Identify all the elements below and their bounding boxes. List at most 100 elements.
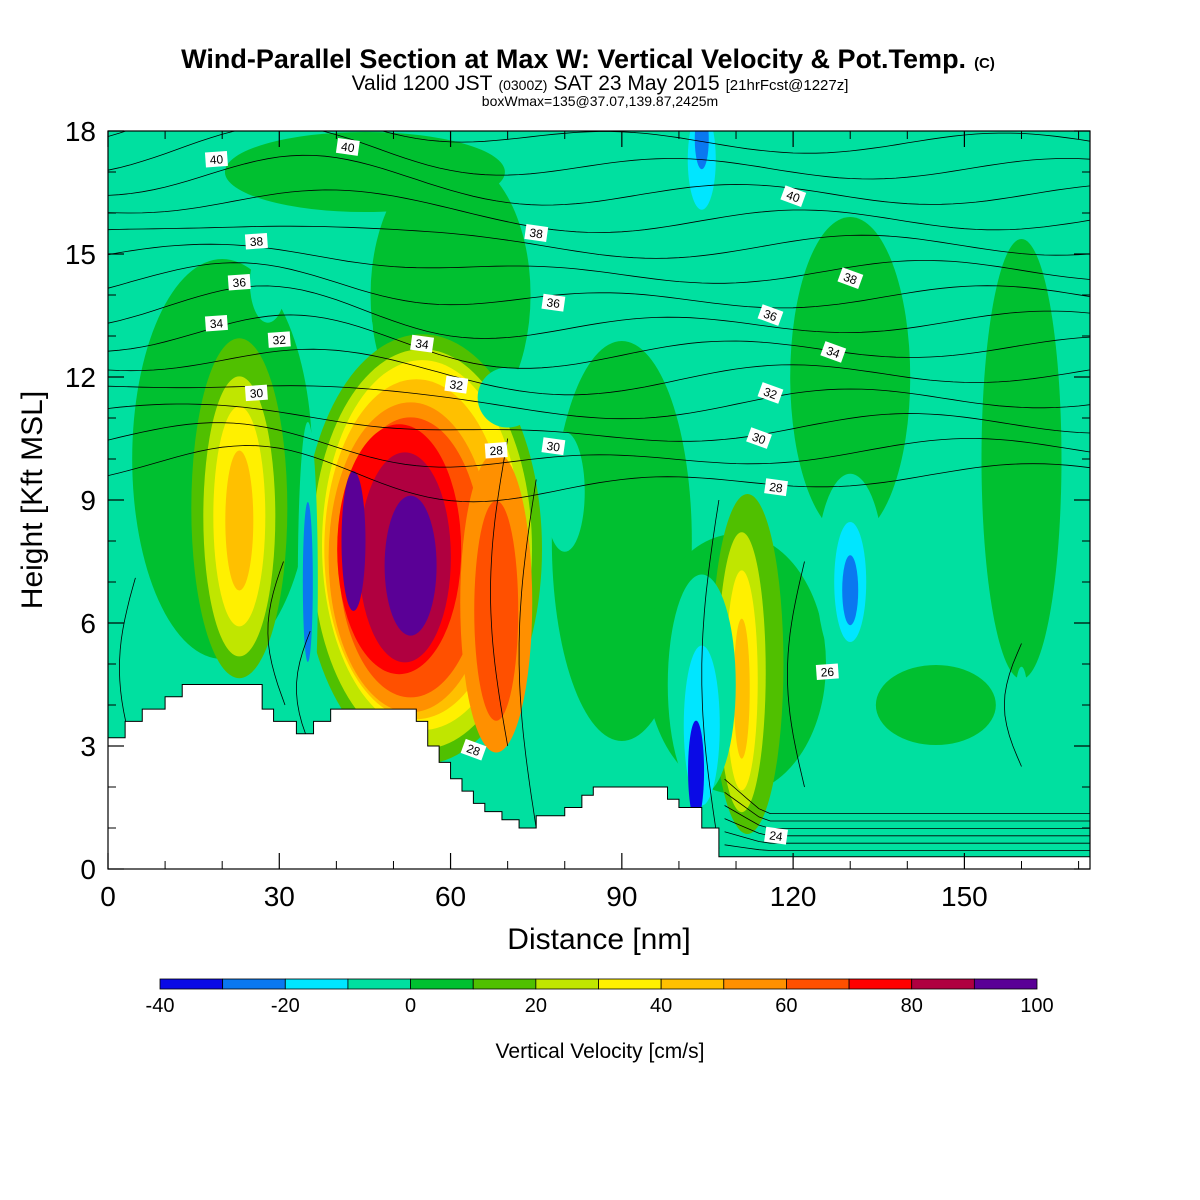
theta-contour-label-box (541, 437, 566, 456)
velocity-cell (688, 720, 705, 821)
theta-contour-label: 40 (780, 185, 807, 207)
y-tick-label: 18 (65, 116, 96, 147)
theta-contour-label-box (746, 427, 772, 449)
theta-contour-line (701, 499, 720, 849)
plot-area: 40 40 40 38 38 38 36 36 36 34 34 34 32 32 32 30 30 30 28 28… (108, 131, 1090, 869)
colorbar-swatch (284, 978, 349, 990)
theta-contour-label-text: 30 (750, 430, 768, 448)
velocity-field (132, 131, 1062, 834)
y-tick-label: 12 (65, 362, 96, 393)
colorbar-swatch (848, 978, 913, 990)
theta-contours (108, 131, 1090, 851)
theta-contour-label: 28 (764, 478, 788, 497)
colorbar: -40 -20 0 20 40 60 80 100 (146, 978, 1054, 1017)
theta-contour-label: 28 (460, 738, 487, 761)
colorbar-swatch (535, 978, 599, 990)
theta-contour-label-box (244, 384, 268, 402)
theta-contour-line (108, 285, 1090, 339)
theta-contour-label-box (820, 341, 847, 363)
valid-line: Valid 1200 JST (0300Z) SAT 23 May 2015 [21h… (352, 72, 849, 95)
velocity-cell (356, 313, 373, 342)
theta-contour-label: 28 (484, 442, 508, 459)
colorbar-swatch (973, 978, 1038, 990)
theta-contour-label-text: 32 (272, 333, 287, 348)
y-tick-label: 15 (65, 239, 96, 270)
colorbar-label: 0 (405, 995, 416, 1017)
theta-contour-label-box (757, 382, 784, 404)
velocity-cell (477, 367, 538, 428)
title-block: Wind-Parallel Section at Max W: Vertical… (181, 44, 995, 109)
theta-contour-label-text: 40 (340, 140, 355, 156)
theta-contour-label-text: 28 (489, 443, 504, 458)
theta-contour-label-box (780, 185, 807, 207)
theta-contour-label-box (541, 293, 566, 312)
theta-contour-line (108, 422, 1090, 468)
terrain (108, 684, 1090, 869)
theta-contour-label-box (815, 663, 839, 680)
theta-contour-label: 32 (267, 331, 291, 348)
x-tick-label: 0 (100, 881, 116, 912)
theta-contour-label-text: 38 (249, 234, 264, 249)
theta-contour-label-text: 38 (842, 270, 860, 288)
theta-contour-label-text: 32 (762, 385, 780, 403)
theta-contour-label-box (410, 334, 435, 353)
theta-contour-label: 34 (410, 334, 435, 353)
x-tick-label: 90 (606, 881, 637, 912)
x-tick-label: 120 (770, 881, 817, 912)
theta-contour-label-text: 24 (768, 828, 783, 844)
theta-contour-line (490, 438, 509, 747)
theta-contour-label: 34 (820, 341, 847, 363)
colorbar-swatch (222, 978, 286, 990)
theta-contour-label-box (227, 273, 251, 291)
theta-contour-label-text: 36 (232, 275, 247, 290)
theta-contour-label: 40 (204, 150, 228, 168)
colorbar-swatch (911, 978, 975, 990)
theta-contour-line (108, 189, 1090, 233)
x-tick-label: 30 (264, 881, 295, 912)
theta-contour-label-box (204, 150, 228, 168)
theta-contour-label-box (757, 304, 784, 326)
theta-contour-label-box (764, 478, 788, 497)
theta-contour-label-box (444, 375, 469, 394)
theta-contour-label-box (524, 224, 549, 242)
theta-contour-label-text: 28 (465, 741, 483, 759)
theta-contour-line (267, 561, 286, 706)
theta-contour-label-text: 40 (209, 152, 224, 167)
theta-contour-label: 36 (541, 293, 566, 312)
theta-contour-label: 30 (244, 384, 268, 402)
colorbar-label: 40 (650, 995, 672, 1017)
y-tick-label: 6 (80, 608, 96, 639)
theta-contour-label-box (460, 738, 487, 761)
colorbar-label: -40 (146, 995, 175, 1017)
x-tick-label: 150 (941, 881, 988, 912)
theta-contour-line (108, 154, 1090, 206)
theta-contour-line (108, 243, 1090, 284)
theta-contour-line (108, 314, 1090, 369)
theta-contour-label: 36 (757, 304, 784, 326)
colorbar-label: 60 (775, 995, 797, 1017)
y-tick-label: 9 (80, 485, 96, 516)
theta-contour-label: 32 (757, 382, 784, 404)
theta-contour-label: 30 (746, 427, 772, 449)
theta-contour-label: 38 (837, 267, 864, 289)
theta-contour-label-text: 36 (762, 307, 780, 325)
velocity-cell (544, 431, 585, 552)
theta-contour-line (108, 385, 1090, 420)
theta-contour-label: 24 (764, 826, 788, 845)
colorbar-swatch (159, 978, 224, 990)
theta-contour-label-text: 34 (414, 336, 429, 352)
velocity-cell (384, 495, 437, 636)
title: Wind-Parallel Section at Max W: Vertical… (181, 44, 995, 74)
colorbar-swatch (660, 978, 725, 990)
theta-contour-label-text: 36 (546, 295, 561, 311)
velocity-cell (302, 502, 313, 662)
theta-contour-line (518, 479, 537, 829)
theta-contour-label-text: 30 (249, 386, 264, 401)
velocity-cell (733, 618, 750, 759)
theta-contour-label: 30 (541, 437, 566, 456)
theta-contour-label-text: 26 (820, 665, 835, 680)
theta-contour-label-text: 34 (824, 344, 842, 362)
velocity-cell (875, 665, 996, 745)
theta-contour-label-text: 40 (784, 188, 802, 206)
